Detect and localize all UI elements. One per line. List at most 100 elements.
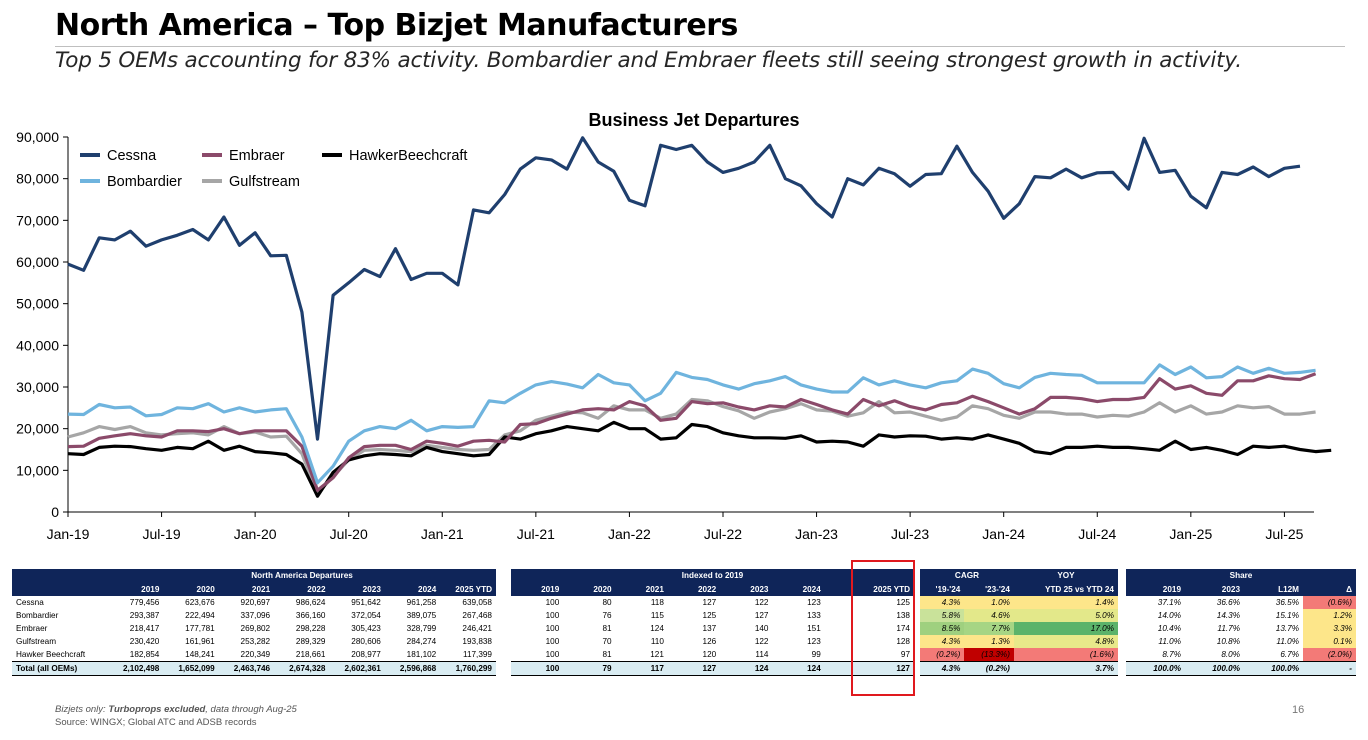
y-tick-label: 70,000 [16, 212, 59, 228]
page-number: 16 [1292, 704, 1305, 716]
growth-cell: 4.6% [964, 609, 1014, 622]
x-tick-label: Jan-25 [1169, 526, 1212, 542]
growth-cell: 4.3% [920, 596, 965, 609]
departures-group-header: North America Departures [108, 569, 496, 582]
share-cell: 1.2% [1303, 609, 1356, 622]
value-cell: 100 [545, 624, 560, 633]
growth-cell: 5.8% [920, 609, 965, 622]
legend-label: HawkerBeechcraft [349, 148, 467, 164]
share-cell: 11.7% [1217, 624, 1240, 633]
table-row: (0.2%) (13.3%) (1.6%) [920, 648, 1118, 662]
value-cell: 114 [755, 650, 769, 659]
value-cell: 76 [602, 611, 612, 620]
value-cell: 122 [754, 598, 769, 607]
growth-cell: (13.3%) [964, 648, 1014, 662]
y-tick-label: 80,000 [16, 171, 59, 187]
yoy-group-header: YOY [1013, 569, 1118, 582]
x-tick-label: Jul-19 [142, 526, 180, 542]
value-cell: 246,421 [462, 624, 492, 633]
column-header: Δ [1303, 582, 1356, 596]
x-tick-label: Jan-22 [608, 526, 651, 542]
value-cell: 117,399 [463, 650, 492, 659]
value-cell: 99 [811, 650, 821, 659]
value-cell: 623,676 [185, 598, 215, 607]
series-line-bombardier [67, 363, 1316, 485]
value-cell: 100 [545, 611, 560, 620]
value-cell: 269,802 [240, 624, 271, 633]
value-cell: 70 [602, 637, 612, 646]
total-row: 100 79 117 127 124 124 127 [511, 661, 914, 676]
share-cell: 13.7% [1275, 624, 1299, 633]
column-header: YTD 25 vs YTD 24 [1013, 582, 1118, 596]
value-cell: 115 [650, 611, 664, 620]
value-cell: 305,423 [351, 624, 381, 633]
column-header: 2024 [384, 582, 441, 596]
y-tick-label: 10,000 [16, 462, 59, 478]
value-cell: 137 [702, 624, 717, 633]
legend-label: Bombardier [107, 174, 182, 190]
value-cell: 123 [807, 598, 821, 607]
value-cell: 337,096 [240, 611, 271, 620]
share-cell: 3.3% [1303, 622, 1356, 635]
share-table: Share 2019 2023 L12M Δ 37.1% 36.6% 36.5% (0.6%) 1… [1126, 569, 1356, 676]
value-cell: 280,606 [351, 637, 381, 646]
value-cell: 986,624 [295, 598, 326, 607]
oem-name: Cessna [16, 598, 44, 607]
series-line-gulfstream [67, 397, 1316, 495]
share-cell: (2.0%) [1303, 648, 1356, 662]
title-divider [55, 46, 1345, 47]
value-cell: 100 [545, 650, 560, 659]
footnote: Bizjets only: Turboprops excluded, data … [55, 704, 297, 715]
growth-cell: 4.3% [920, 635, 965, 648]
value-cell: 128 [896, 637, 910, 646]
table-row: 100 70 110 126 122 123 128 [511, 635, 914, 648]
table-row: Embraer 218,417 177,781 269,802 298,228 305,4… [12, 622, 496, 635]
legend-label: Embraer [229, 148, 285, 164]
total-row: Total (all OEMs) 2,102,498 1,652,099 2,463,… [12, 661, 496, 676]
value-cell: 118 [650, 598, 664, 607]
value-cell: 100 [545, 598, 560, 607]
share-cell: 36.5% [1275, 598, 1299, 607]
column-header: 2025 YTD [440, 582, 496, 596]
column-header: 2020 [563, 582, 616, 596]
growth-cell: 7.7% [964, 622, 1014, 635]
x-tick-label: Jul-22 [704, 526, 742, 542]
value-cell: 122 [754, 637, 769, 646]
column-header: 2023 [1185, 582, 1244, 596]
table-row: 8.5% 7.7% 17.0% [920, 622, 1118, 635]
value-cell: 951,642 [351, 598, 381, 607]
oem-name: Embraer [16, 624, 48, 633]
value-cell: 80 [602, 598, 612, 607]
departures-table: North America Departures 2019 2020 2021 2022… [12, 569, 496, 676]
value-cell: 181,102 [406, 650, 437, 659]
value-cell: 218,661 [295, 650, 326, 659]
value-cell: 110 [650, 637, 664, 646]
table-row: Hawker Beechcraft 182,854 148,241 220,349 21… [12, 648, 496, 662]
x-tick-label: Jul-20 [330, 526, 368, 542]
value-cell: 161,961 [185, 637, 215, 646]
share-cell: 15.1% [1275, 611, 1299, 620]
column-header: 2022 [274, 582, 330, 596]
column-header: 2023 [720, 582, 773, 596]
cagr-group-header: CAGR [920, 569, 1014, 582]
value-cell: 133 [807, 611, 821, 620]
x-tick-label: Jan-19 [47, 526, 90, 542]
table-row: 11.0% 10.8% 11.0% 0.1% [1126, 635, 1356, 648]
table-row: 10.4% 11.7% 13.7% 3.3% [1126, 622, 1356, 635]
value-cell: 218,417 [129, 624, 160, 633]
ytd-highlight-box [851, 560, 915, 696]
departures-line-chart: Business Jet Departures 0 10,000 20,000 30,0… [16, 110, 1332, 542]
source-note: Source: WINGX; Global ATC and ADSB recor… [55, 717, 257, 728]
value-cell: 177,781 [185, 624, 215, 633]
table-row: Cessna 779,456 623,676 920,697 986,624 951,64… [12, 596, 496, 609]
column-header: 2019 [108, 582, 164, 596]
y-tick-label: 20,000 [16, 421, 59, 437]
value-cell: 124 [650, 624, 664, 633]
value-cell: 125 [896, 598, 910, 607]
column-header: 2025 YTD [824, 582, 914, 596]
x-tick-label: Jan-21 [421, 526, 464, 542]
x-tick-label: Jan-24 [982, 526, 1025, 542]
share-group-header: Share [1126, 569, 1356, 582]
value-cell: 81 [602, 624, 612, 633]
table-row: 37.1% 36.6% 36.5% (0.6%) [1126, 596, 1356, 609]
